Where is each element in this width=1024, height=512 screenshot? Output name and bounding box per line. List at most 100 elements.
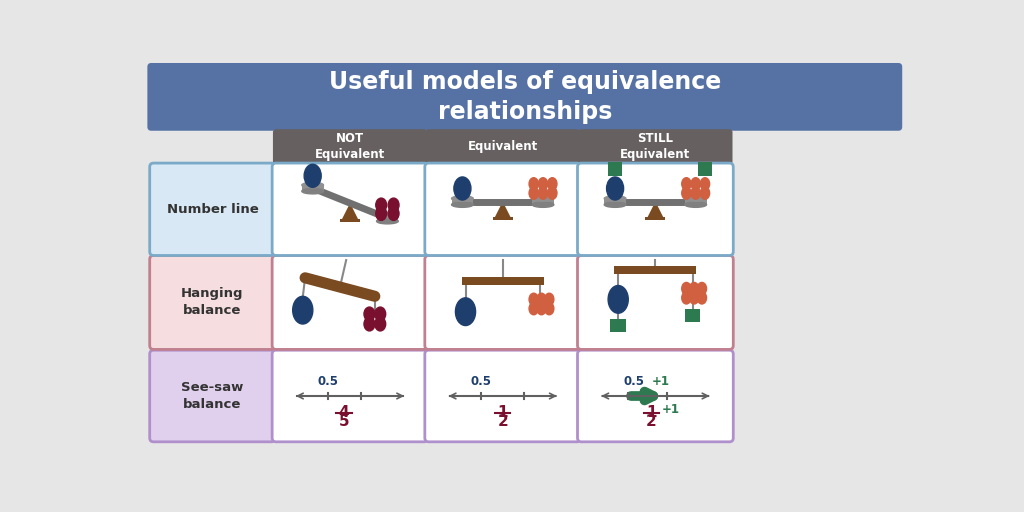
- Text: 2: 2: [646, 415, 656, 430]
- Ellipse shape: [364, 317, 375, 331]
- FancyBboxPatch shape: [425, 350, 581, 442]
- Ellipse shape: [537, 293, 546, 306]
- Ellipse shape: [682, 283, 691, 295]
- Ellipse shape: [537, 303, 546, 315]
- FancyBboxPatch shape: [425, 255, 581, 349]
- Ellipse shape: [377, 212, 398, 218]
- FancyBboxPatch shape: [272, 350, 428, 442]
- Ellipse shape: [697, 283, 707, 295]
- Text: +1: +1: [662, 403, 680, 416]
- Bar: [493, 217, 513, 220]
- Ellipse shape: [376, 206, 387, 221]
- Ellipse shape: [539, 187, 548, 199]
- Ellipse shape: [532, 196, 554, 201]
- Ellipse shape: [529, 187, 539, 199]
- Ellipse shape: [529, 178, 539, 190]
- FancyBboxPatch shape: [273, 129, 427, 165]
- Ellipse shape: [682, 178, 691, 190]
- Text: Hanging
balance: Hanging balance: [181, 287, 244, 317]
- Ellipse shape: [532, 202, 554, 207]
- Ellipse shape: [697, 292, 707, 304]
- FancyBboxPatch shape: [272, 163, 428, 255]
- FancyBboxPatch shape: [579, 129, 732, 165]
- Ellipse shape: [548, 178, 557, 190]
- Ellipse shape: [608, 286, 629, 313]
- Ellipse shape: [700, 178, 710, 190]
- Bar: [608, 162, 622, 176]
- Ellipse shape: [375, 307, 386, 321]
- Ellipse shape: [388, 206, 399, 221]
- FancyBboxPatch shape: [426, 129, 580, 165]
- Ellipse shape: [539, 178, 548, 190]
- Ellipse shape: [388, 198, 399, 212]
- Text: 5: 5: [339, 415, 349, 430]
- Bar: [340, 219, 360, 222]
- Bar: [645, 217, 666, 220]
- Ellipse shape: [375, 317, 386, 331]
- Ellipse shape: [364, 307, 375, 321]
- Text: Number line: Number line: [167, 203, 258, 216]
- Ellipse shape: [302, 188, 324, 194]
- Ellipse shape: [304, 164, 322, 187]
- Ellipse shape: [606, 177, 624, 200]
- FancyBboxPatch shape: [150, 350, 275, 442]
- Ellipse shape: [452, 196, 473, 201]
- Bar: [685, 199, 707, 205]
- Ellipse shape: [604, 196, 626, 201]
- Text: 0.5: 0.5: [470, 375, 492, 388]
- Ellipse shape: [454, 177, 471, 200]
- FancyBboxPatch shape: [578, 350, 733, 442]
- Polygon shape: [495, 203, 510, 219]
- Ellipse shape: [452, 202, 473, 207]
- Bar: [452, 199, 473, 205]
- Ellipse shape: [545, 293, 554, 306]
- FancyBboxPatch shape: [272, 255, 428, 349]
- Ellipse shape: [700, 187, 710, 199]
- Ellipse shape: [548, 187, 557, 199]
- Bar: [302, 185, 324, 191]
- Polygon shape: [647, 203, 664, 219]
- Ellipse shape: [529, 293, 539, 306]
- FancyBboxPatch shape: [578, 163, 733, 255]
- Bar: [377, 215, 398, 221]
- Polygon shape: [342, 205, 357, 220]
- Bar: [614, 266, 696, 274]
- Text: +1: +1: [651, 375, 670, 388]
- Bar: [610, 318, 626, 332]
- Text: 4: 4: [339, 405, 349, 420]
- Bar: [532, 199, 554, 205]
- Text: 1: 1: [646, 405, 656, 420]
- Ellipse shape: [377, 219, 398, 224]
- Ellipse shape: [529, 303, 539, 315]
- Bar: [698, 162, 712, 176]
- Ellipse shape: [685, 196, 707, 201]
- Text: 1: 1: [498, 405, 508, 420]
- Ellipse shape: [689, 283, 698, 295]
- FancyBboxPatch shape: [147, 63, 902, 131]
- Text: Useful models of equivalence
relationships: Useful models of equivalence relationshi…: [329, 70, 721, 124]
- Ellipse shape: [302, 182, 324, 188]
- Bar: [685, 309, 700, 323]
- Ellipse shape: [685, 202, 707, 207]
- FancyBboxPatch shape: [150, 255, 275, 349]
- Ellipse shape: [689, 292, 698, 304]
- Text: NOT
Equivalent: NOT Equivalent: [315, 133, 385, 161]
- FancyBboxPatch shape: [150, 163, 275, 255]
- Bar: [462, 277, 544, 285]
- Ellipse shape: [682, 187, 691, 199]
- Ellipse shape: [604, 202, 626, 207]
- Text: Equivalent: Equivalent: [468, 140, 538, 154]
- Ellipse shape: [456, 298, 475, 326]
- Text: 0.5: 0.5: [624, 375, 644, 388]
- Ellipse shape: [691, 187, 700, 199]
- Text: 0.5: 0.5: [317, 375, 339, 388]
- Ellipse shape: [691, 178, 700, 190]
- Ellipse shape: [376, 198, 387, 212]
- FancyBboxPatch shape: [578, 255, 733, 349]
- Ellipse shape: [293, 296, 313, 324]
- FancyBboxPatch shape: [425, 163, 581, 255]
- Bar: [604, 199, 626, 205]
- Ellipse shape: [545, 303, 554, 315]
- Text: STILL
Equivalent: STILL Equivalent: [621, 133, 690, 161]
- Text: 2: 2: [498, 415, 508, 430]
